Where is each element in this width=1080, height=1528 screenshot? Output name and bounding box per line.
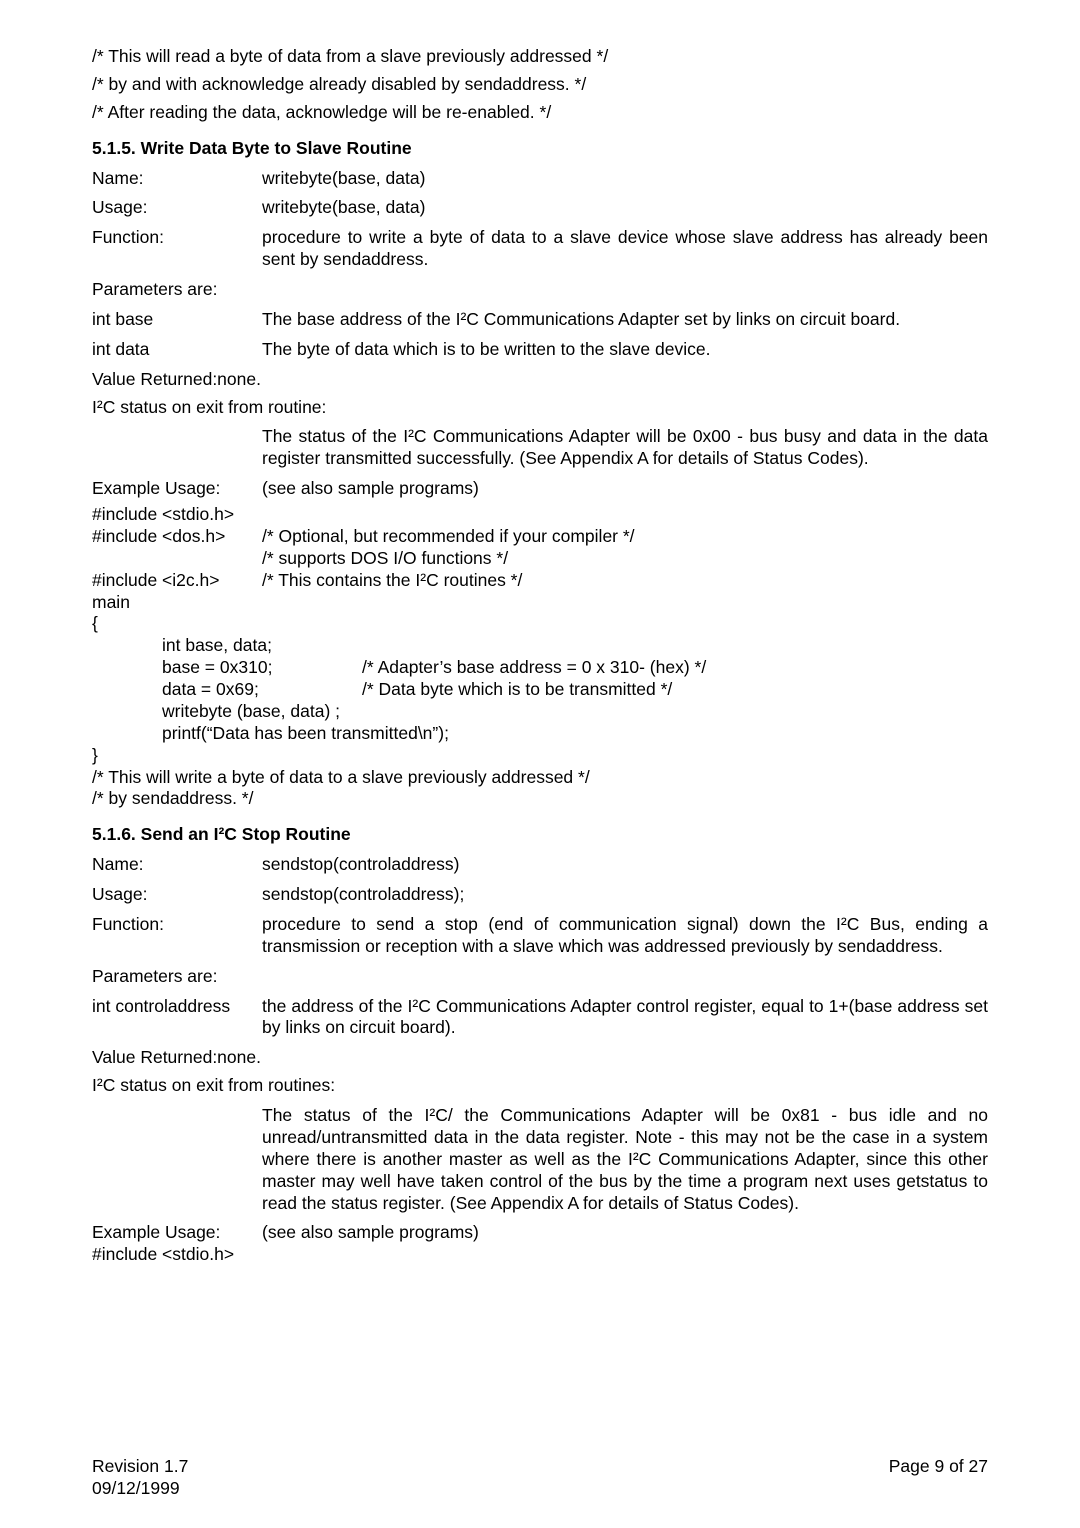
controladdress-value: the address of the I²C Communications Ad… — [262, 996, 988, 1040]
value-returned-516: Value Returned:none. — [92, 1047, 988, 1069]
name-value: writebyte(base, data) — [262, 168, 988, 190]
usage-value-516: sendstop(controladdress); — [262, 884, 988, 906]
i2c-status-heading: I²C status on exit from routine: — [92, 397, 988, 419]
row-usage: Usage: writebyte(base, data) — [92, 197, 988, 219]
code-line-1: int base, data; — [162, 635, 988, 657]
example-usage-value: (see also sample programs) — [262, 478, 988, 500]
code-block-515: #include <stdio.h> #include <dos.h> /* O… — [92, 504, 988, 810]
function-label-516: Function: — [92, 914, 262, 958]
row-function-516: Function: procedure to send a stop (end … — [92, 914, 988, 958]
code-line-4: writebyte (base, data) ; — [162, 701, 988, 723]
name-label: Name: — [92, 168, 262, 190]
section-515-title: 5.1.5. Write Data Byte to Slave Routine — [92, 138, 988, 160]
row-inc-dos: #include <dos.h> /* Optional, but recomm… — [92, 526, 988, 548]
row-intdata: int data The byte of data which is to be… — [92, 339, 988, 361]
row-example-usage: Example Usage: (see also sample programs… — [92, 478, 988, 500]
example-usage-label-516: Example Usage: — [92, 1222, 262, 1244]
row-name-516: Name: sendstop(controladdress) — [92, 854, 988, 876]
post-comment-2: /* by sendaddress. */ — [92, 788, 988, 810]
params-label-516: Parameters are: — [92, 966, 988, 988]
intbase-value: The base address of the I²C Communicatio… — [262, 309, 988, 331]
row-function: Function: procedure to write a byte of d… — [92, 227, 988, 271]
intro-line-1: /* This will read a byte of data from a … — [92, 46, 988, 68]
usage-label: Usage: — [92, 197, 262, 219]
inc-i2c-comment: /* This contains the I²C routines */ — [262, 570, 988, 592]
footer-revision: Revision 1.7 — [92, 1456, 188, 1478]
row-name: Name: writebyte(base, data) — [92, 168, 988, 190]
row-inc-i2c: #include <i2c.h> /* This contains the I²… — [92, 570, 988, 592]
code-line-5: printf(“Data has been transmitted\n”); — [162, 723, 988, 745]
params-label: Parameters are: — [92, 279, 988, 301]
row-controladdress: int controladdress the address of the I²… — [92, 996, 988, 1040]
section-516-title: 5.1.6. Send an I²C Stop Routine — [92, 824, 988, 846]
main-keyword: main — [92, 592, 988, 614]
code-indent-block: int base, data; base = 0x310; /* Adapter… — [162, 635, 988, 744]
brace-close: } — [92, 745, 988, 767]
status-spacer-516 — [92, 1105, 262, 1214]
post-comment-1: /* This will write a byte of data to a s… — [92, 767, 988, 789]
function-value: procedure to write a byte of data to a s… — [262, 227, 988, 271]
inc-stdio-516: #include <stdio.h> — [92, 1244, 988, 1266]
code-line-2: base = 0x310; /* Adapter’s base address … — [162, 657, 988, 679]
usage-label-516: Usage: — [92, 884, 262, 906]
name-value-516: sendstop(controladdress) — [262, 854, 988, 876]
intbase-label: int base — [92, 309, 262, 331]
name-label-516: Name: — [92, 854, 262, 876]
status-para: The status of the I²C Communications Ada… — [262, 426, 988, 470]
footer-page: Page 9 of 27 — [889, 1456, 988, 1500]
page-footer: Revision 1.7 09/12/1999 Page 9 of 27 — [92, 1456, 988, 1500]
footer-left: Revision 1.7 09/12/1999 — [92, 1456, 188, 1500]
code-line-3: data = 0x69; /* Data byte which is to be… — [162, 679, 988, 701]
intro-line-3: /* After reading the data, acknowledge w… — [92, 102, 988, 124]
inc-dos-label: #include <dos.h> — [92, 526, 262, 548]
inc-dos-comment-2: /* supports DOS I/O functions */ — [262, 548, 988, 570]
row-usage-516: Usage: sendstop(controladdress); — [92, 884, 988, 906]
controladdress-label: int controladdress — [92, 996, 262, 1040]
intro-line-2: /* by and with acknowledge already disab… — [92, 74, 988, 96]
row-intbase: int base The base address of the I²C Com… — [92, 309, 988, 331]
row-example-usage-516: Example Usage: (see also sample programs… — [92, 1222, 988, 1244]
code-line-3-right: /* Data byte which is to be transmitted … — [362, 679, 988, 701]
inc-dos-comment-1: /* Optional, but recommended if your com… — [262, 526, 988, 548]
inc-stdio: #include <stdio.h> — [92, 504, 988, 526]
status-spacer — [92, 426, 262, 470]
intdata-value: The byte of data which is to be written … — [262, 339, 988, 361]
example-usage-value-516: (see also sample programs) — [262, 1222, 988, 1244]
inc-dos-spacer — [92, 548, 262, 570]
function-value-516: procedure to send a stop (end of communi… — [262, 914, 988, 958]
value-returned: Value Returned:none. — [92, 369, 988, 391]
function-label: Function: — [92, 227, 262, 271]
row-status-para-516: The status of the I²C/ the Communication… — [92, 1105, 988, 1214]
footer-date: 09/12/1999 — [92, 1478, 188, 1500]
inc-i2c-label: #include <i2c.h> — [92, 570, 262, 592]
code-line-2-right: /* Adapter’s base address = 0 x 310- (he… — [362, 657, 988, 679]
row-status-para: The status of the I²C Communications Ada… — [92, 426, 988, 470]
brace-open: { — [92, 613, 988, 635]
code-line-2-left: base = 0x310; — [162, 657, 362, 679]
intdata-label: int data — [92, 339, 262, 361]
example-usage-label: Example Usage: — [92, 478, 262, 500]
code-line-3-left: data = 0x69; — [162, 679, 362, 701]
usage-value: writebyte(base, data) — [262, 197, 988, 219]
row-inc-dos-2: /* supports DOS I/O functions */ — [92, 548, 988, 570]
i2c-status-heading-516: I²C status on exit from routines: — [92, 1075, 988, 1097]
status-para-516: The status of the I²C/ the Communication… — [262, 1105, 988, 1214]
